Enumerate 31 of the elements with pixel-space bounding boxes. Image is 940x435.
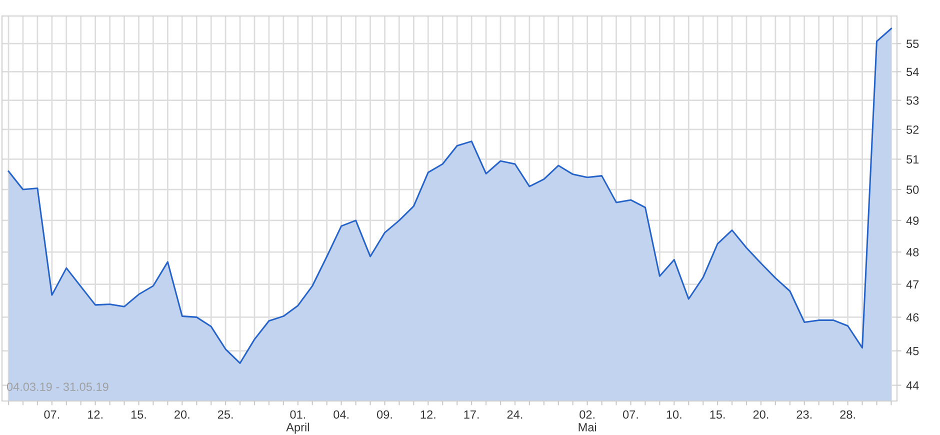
y-tick-label: 54 xyxy=(906,68,919,76)
x-tick-label: 01. April xyxy=(286,410,309,434)
x-tick-label: 07. xyxy=(623,410,638,419)
x-tick-label: 15. xyxy=(710,410,725,419)
y-tick-label: 55 xyxy=(906,40,919,48)
y-tick-label: 51 xyxy=(906,155,919,164)
x-tick-label: 12. xyxy=(88,410,102,419)
x-tick-label: 28. xyxy=(840,410,855,419)
x-tick-label: 17. xyxy=(464,410,479,419)
y-tick-label: 49 xyxy=(906,216,919,225)
x-tick-label: 25. xyxy=(218,410,233,419)
x-tick-label: 04. xyxy=(334,410,348,419)
y-tick-label: 45 xyxy=(906,347,919,356)
x-tick-label: 23. xyxy=(796,410,812,419)
x-tick-label: 24. xyxy=(507,410,522,419)
x-tick-label: 02. Mai xyxy=(578,410,596,432)
y-tick-label: 48 xyxy=(906,248,919,256)
annotation: 04.03.19 - 31.05.19 xyxy=(6,382,108,391)
x-tick-label: 20. xyxy=(753,410,768,419)
y-tick-label: 52 xyxy=(906,126,919,134)
x-tick-label: 15. xyxy=(131,410,146,419)
x-tick-label: 20. xyxy=(174,410,190,419)
y-tick-label: 44 xyxy=(906,381,919,390)
y-tick-label: 53 xyxy=(906,96,919,105)
x-tick-label: 12. xyxy=(420,410,436,419)
x-tick-label: 10. xyxy=(666,410,682,419)
x-tick-label: 09. xyxy=(377,410,392,419)
y-tick-label: 47 xyxy=(906,280,919,289)
y-tick-label: 50 xyxy=(906,186,919,194)
y-tick-label: 46 xyxy=(906,313,919,322)
x-tick-label: 07. xyxy=(44,410,60,419)
